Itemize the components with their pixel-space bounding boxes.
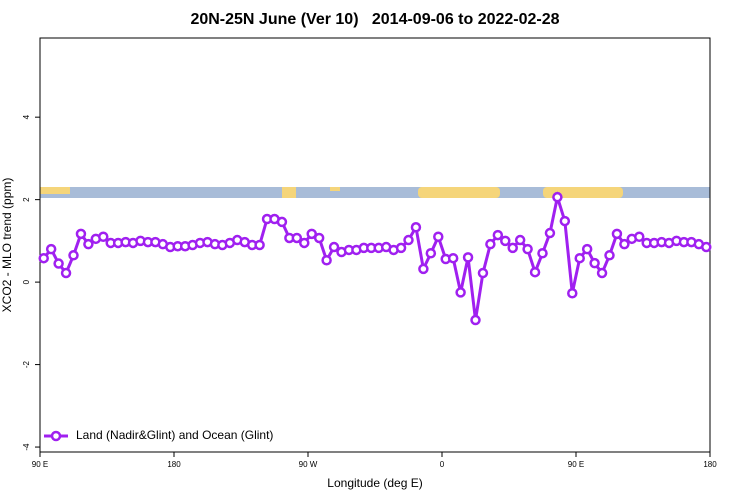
data-point [507, 242, 518, 254]
map-strip [40, 187, 710, 198]
data-point [589, 257, 600, 269]
data-point [492, 229, 504, 241]
data-point [567, 287, 578, 299]
x-tick-label: 90 W [299, 460, 318, 469]
data-point [559, 215, 571, 227]
data-point [455, 287, 466, 298]
data-point [544, 227, 556, 239]
y-tick-label: 2 [22, 197, 31, 202]
data-point [38, 252, 49, 264]
data-point [447, 252, 459, 264]
data-point [604, 250, 615, 261]
data-point [418, 263, 429, 275]
data-point [477, 267, 489, 279]
data-point [552, 191, 563, 203]
legend: Land (Nadir&Glint) and Ocean (Glint) [44, 428, 273, 442]
ocean [40, 187, 710, 198]
x-axis-title: Longitude (deg E) [327, 476, 422, 490]
data-point [537, 247, 548, 259]
data-point [433, 231, 444, 243]
x-tick-label: 180 [167, 460, 181, 469]
data-point [500, 235, 511, 247]
legend-label: Land (Nadir&Glint) and Ocean (Glint) [76, 428, 273, 442]
chart-title: 20N-25N June (Ver 10) 2014-09-06 to 2022… [190, 11, 559, 28]
data-point [470, 314, 481, 326]
data-point [514, 234, 526, 246]
land [543, 187, 623, 198]
land [418, 187, 500, 198]
data-point [596, 267, 608, 279]
data-point [701, 241, 712, 253]
data-point [611, 228, 623, 240]
data-point [313, 232, 325, 244]
data-point [485, 238, 496, 250]
data-point [522, 243, 533, 255]
x-tick-label: 180 [703, 460, 717, 469]
land [282, 187, 296, 198]
x-tick-label: 0 [440, 460, 445, 469]
data-point [53, 258, 64, 269]
data-point [321, 255, 332, 266]
data-point [83, 238, 94, 250]
data-point [299, 237, 310, 249]
data-point [462, 252, 474, 263]
y-tick-label: -2 [22, 360, 31, 368]
land [330, 187, 340, 191]
data-point [75, 228, 87, 240]
data-point [395, 242, 407, 254]
data-point [425, 247, 437, 259]
data-point [60, 267, 72, 279]
x-tick-label: 90 E [568, 460, 584, 469]
data-point [306, 228, 317, 240]
data-point [403, 234, 414, 246]
data-point [45, 243, 57, 255]
data-point [276, 216, 288, 228]
data-point [529, 266, 541, 278]
data-point [68, 250, 79, 261]
land [40, 187, 70, 194]
data-point [574, 252, 585, 264]
y-tick-label: 0 [22, 279, 31, 284]
y-axis-title: XCO2 - MLO trend (ppm) [0, 178, 14, 313]
data-point [291, 232, 303, 244]
y-tick-label: -4 [22, 443, 31, 451]
data-point [98, 231, 109, 243]
data-point [581, 243, 593, 255]
data-point [619, 238, 630, 250]
data-point [254, 239, 265, 251]
data-point [328, 241, 340, 253]
x-tick-label: 90 E [32, 460, 48, 469]
legend-marker [50, 430, 62, 442]
y-tick-label: 4 [22, 114, 31, 119]
data-point [410, 222, 422, 233]
data-point [634, 231, 645, 243]
